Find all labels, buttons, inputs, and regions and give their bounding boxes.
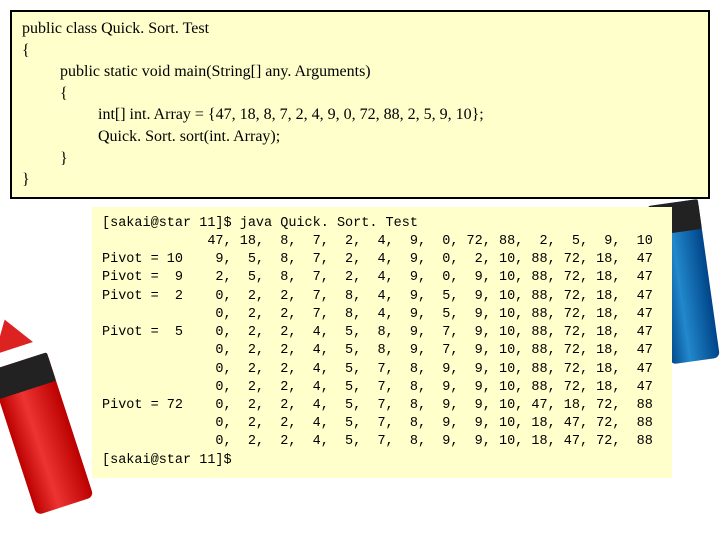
code-line: } bbox=[22, 169, 698, 191]
code-line: { bbox=[22, 83, 698, 105]
code-line: Quick. Sort. sort(int. Array); bbox=[22, 126, 698, 148]
code-line: } bbox=[22, 148, 698, 170]
code-block: public class Quick. Sort. Test { public … bbox=[10, 10, 710, 199]
code-line: int[] int. Array = {47, 18, 8, 7, 2, 4, … bbox=[22, 104, 698, 126]
crayon-red-decor bbox=[0, 310, 92, 509]
code-line: public static void main(String[] any. Ar… bbox=[22, 61, 698, 83]
terminal-output: [sakai@star 11]$ java Quick. Sort. Test … bbox=[92, 207, 672, 478]
code-line: public class Quick. Sort. Test bbox=[22, 18, 698, 40]
code-line: { bbox=[22, 40, 698, 62]
